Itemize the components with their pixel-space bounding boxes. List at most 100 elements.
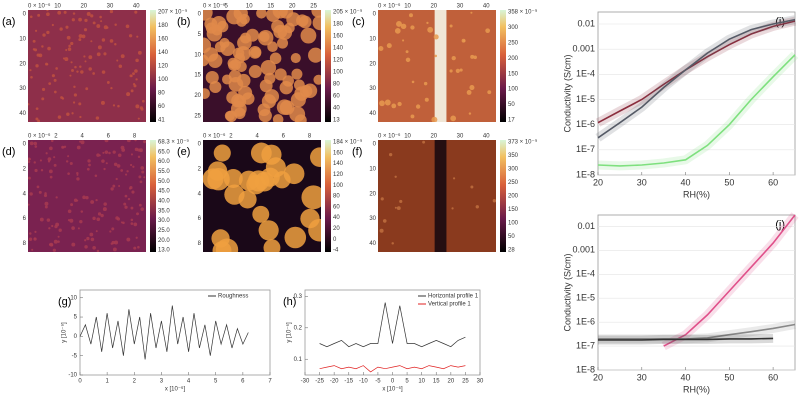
afm-feature — [468, 112, 472, 115]
afm-feature — [53, 78, 57, 82]
afm-feature — [411, 80, 415, 84]
y-tick-label: 0.2 — [294, 325, 303, 331]
afm-feature — [451, 207, 454, 210]
y-tick-label: 1E-5 — [576, 293, 595, 303]
image-y-tick: 10 — [369, 166, 376, 172]
afm-feature — [237, 35, 252, 51]
afm-feature — [313, 74, 321, 85]
image-y-tick: 15 — [194, 73, 201, 79]
afm-feature — [394, 206, 397, 209]
image-x-tick: 20 — [430, 4, 437, 10]
colorbar — [150, 140, 156, 252]
afm-feature — [143, 176, 146, 179]
afm-feature — [35, 117, 39, 121]
afm-feature — [277, 37, 289, 49]
afm-feature — [203, 54, 209, 67]
afm-feature — [112, 150, 116, 154]
afm-feature — [449, 69, 453, 73]
afm-feature — [259, 79, 273, 93]
afm-feature — [118, 64, 123, 69]
afm-feature — [34, 29, 38, 32]
afm-feature — [88, 67, 92, 71]
y-tick-label: 0.3 — [294, 294, 303, 300]
afm-feature — [389, 153, 393, 157]
afm-feature — [123, 202, 127, 206]
colorbar-label: 160 — [333, 150, 344, 156]
colorbar-label: 140 — [333, 161, 344, 167]
x-tick-label: 3 — [160, 379, 164, 385]
afm-feature — [78, 34, 83, 39]
afm-feature — [49, 175, 53, 179]
colorbar-label: 45.0 — [158, 189, 170, 195]
afm-feature — [224, 110, 235, 121]
afm-feature — [48, 227, 51, 230]
colorbar-label: 373 × 10⁻⁹ — [508, 139, 538, 146]
image-x-tick: 10 — [404, 4, 411, 10]
afm-texture — [203, 142, 321, 252]
afm-feature — [116, 59, 119, 62]
afm-feature — [92, 21, 96, 25]
afm-feature — [28, 237, 33, 241]
afm-feature — [130, 163, 133, 167]
afm-feature — [97, 212, 102, 216]
image-y-tick: 30 — [369, 86, 376, 92]
y-tick-label: 0.1 — [294, 357, 303, 363]
afm-feature — [379, 100, 385, 107]
series-line — [598, 337, 774, 341]
afm-feature — [71, 18, 75, 22]
afm-feature — [250, 142, 272, 164]
afm-feature — [252, 205, 270, 223]
series-line — [597, 20, 796, 124]
x-tick-label: -5 — [375, 379, 381, 385]
colorbar-label: 13.0 — [158, 248, 170, 254]
series-line — [663, 214, 796, 347]
afm-feature — [39, 217, 44, 222]
colorbar-label: 150 — [508, 71, 519, 77]
panel-label: (c) — [352, 16, 365, 28]
afm-feature — [134, 69, 138, 73]
afm-feature — [48, 243, 52, 246]
afm-feature — [410, 114, 415, 119]
afm-feature — [58, 228, 62, 232]
afm-feature — [135, 78, 138, 81]
afm-feature — [126, 140, 131, 143]
afm-feature — [103, 25, 108, 30]
colorbar-label: 250 — [508, 40, 519, 46]
colorbar-label: 20.0 — [158, 238, 170, 244]
image-y-tick: 5 — [198, 32, 202, 38]
afm-feature — [110, 86, 113, 90]
x-tick-label: 6 — [241, 379, 245, 385]
x-axis-title: RH(%) — [683, 384, 710, 394]
afm-stripe — [434, 140, 447, 252]
afm-feature — [92, 216, 96, 221]
afm-feature — [42, 33, 46, 37]
afm-feature — [139, 180, 143, 184]
afm-feature — [67, 172, 70, 175]
x-tick-label: 4 — [187, 379, 191, 385]
afm-feature — [415, 104, 421, 109]
colorbar-label: 100 — [333, 183, 344, 189]
series-line — [598, 323, 796, 340]
colorbar-label: 250 — [508, 180, 519, 186]
afm-feature — [422, 140, 426, 144]
afm-feature — [67, 209, 72, 214]
colorbar-label: 160 — [333, 34, 344, 40]
afm-feature — [283, 163, 305, 185]
afm-feature — [431, 116, 438, 122]
afm-feature — [109, 230, 112, 233]
afm-feature — [43, 193, 48, 198]
afm-feature — [115, 177, 118, 181]
afm-feature — [254, 171, 275, 192]
afm-feature — [290, 92, 306, 108]
afm-feature — [96, 52, 101, 57]
afm-feature — [46, 218, 51, 222]
afm-feature — [449, 24, 453, 28]
afm-feature — [45, 62, 48, 66]
afm-feature — [248, 45, 262, 59]
afm-feature — [67, 155, 70, 158]
colorbar-label: 60 — [158, 104, 165, 110]
afm-feature — [92, 72, 95, 75]
afm-feature — [84, 245, 88, 249]
afm-feature — [33, 237, 37, 240]
